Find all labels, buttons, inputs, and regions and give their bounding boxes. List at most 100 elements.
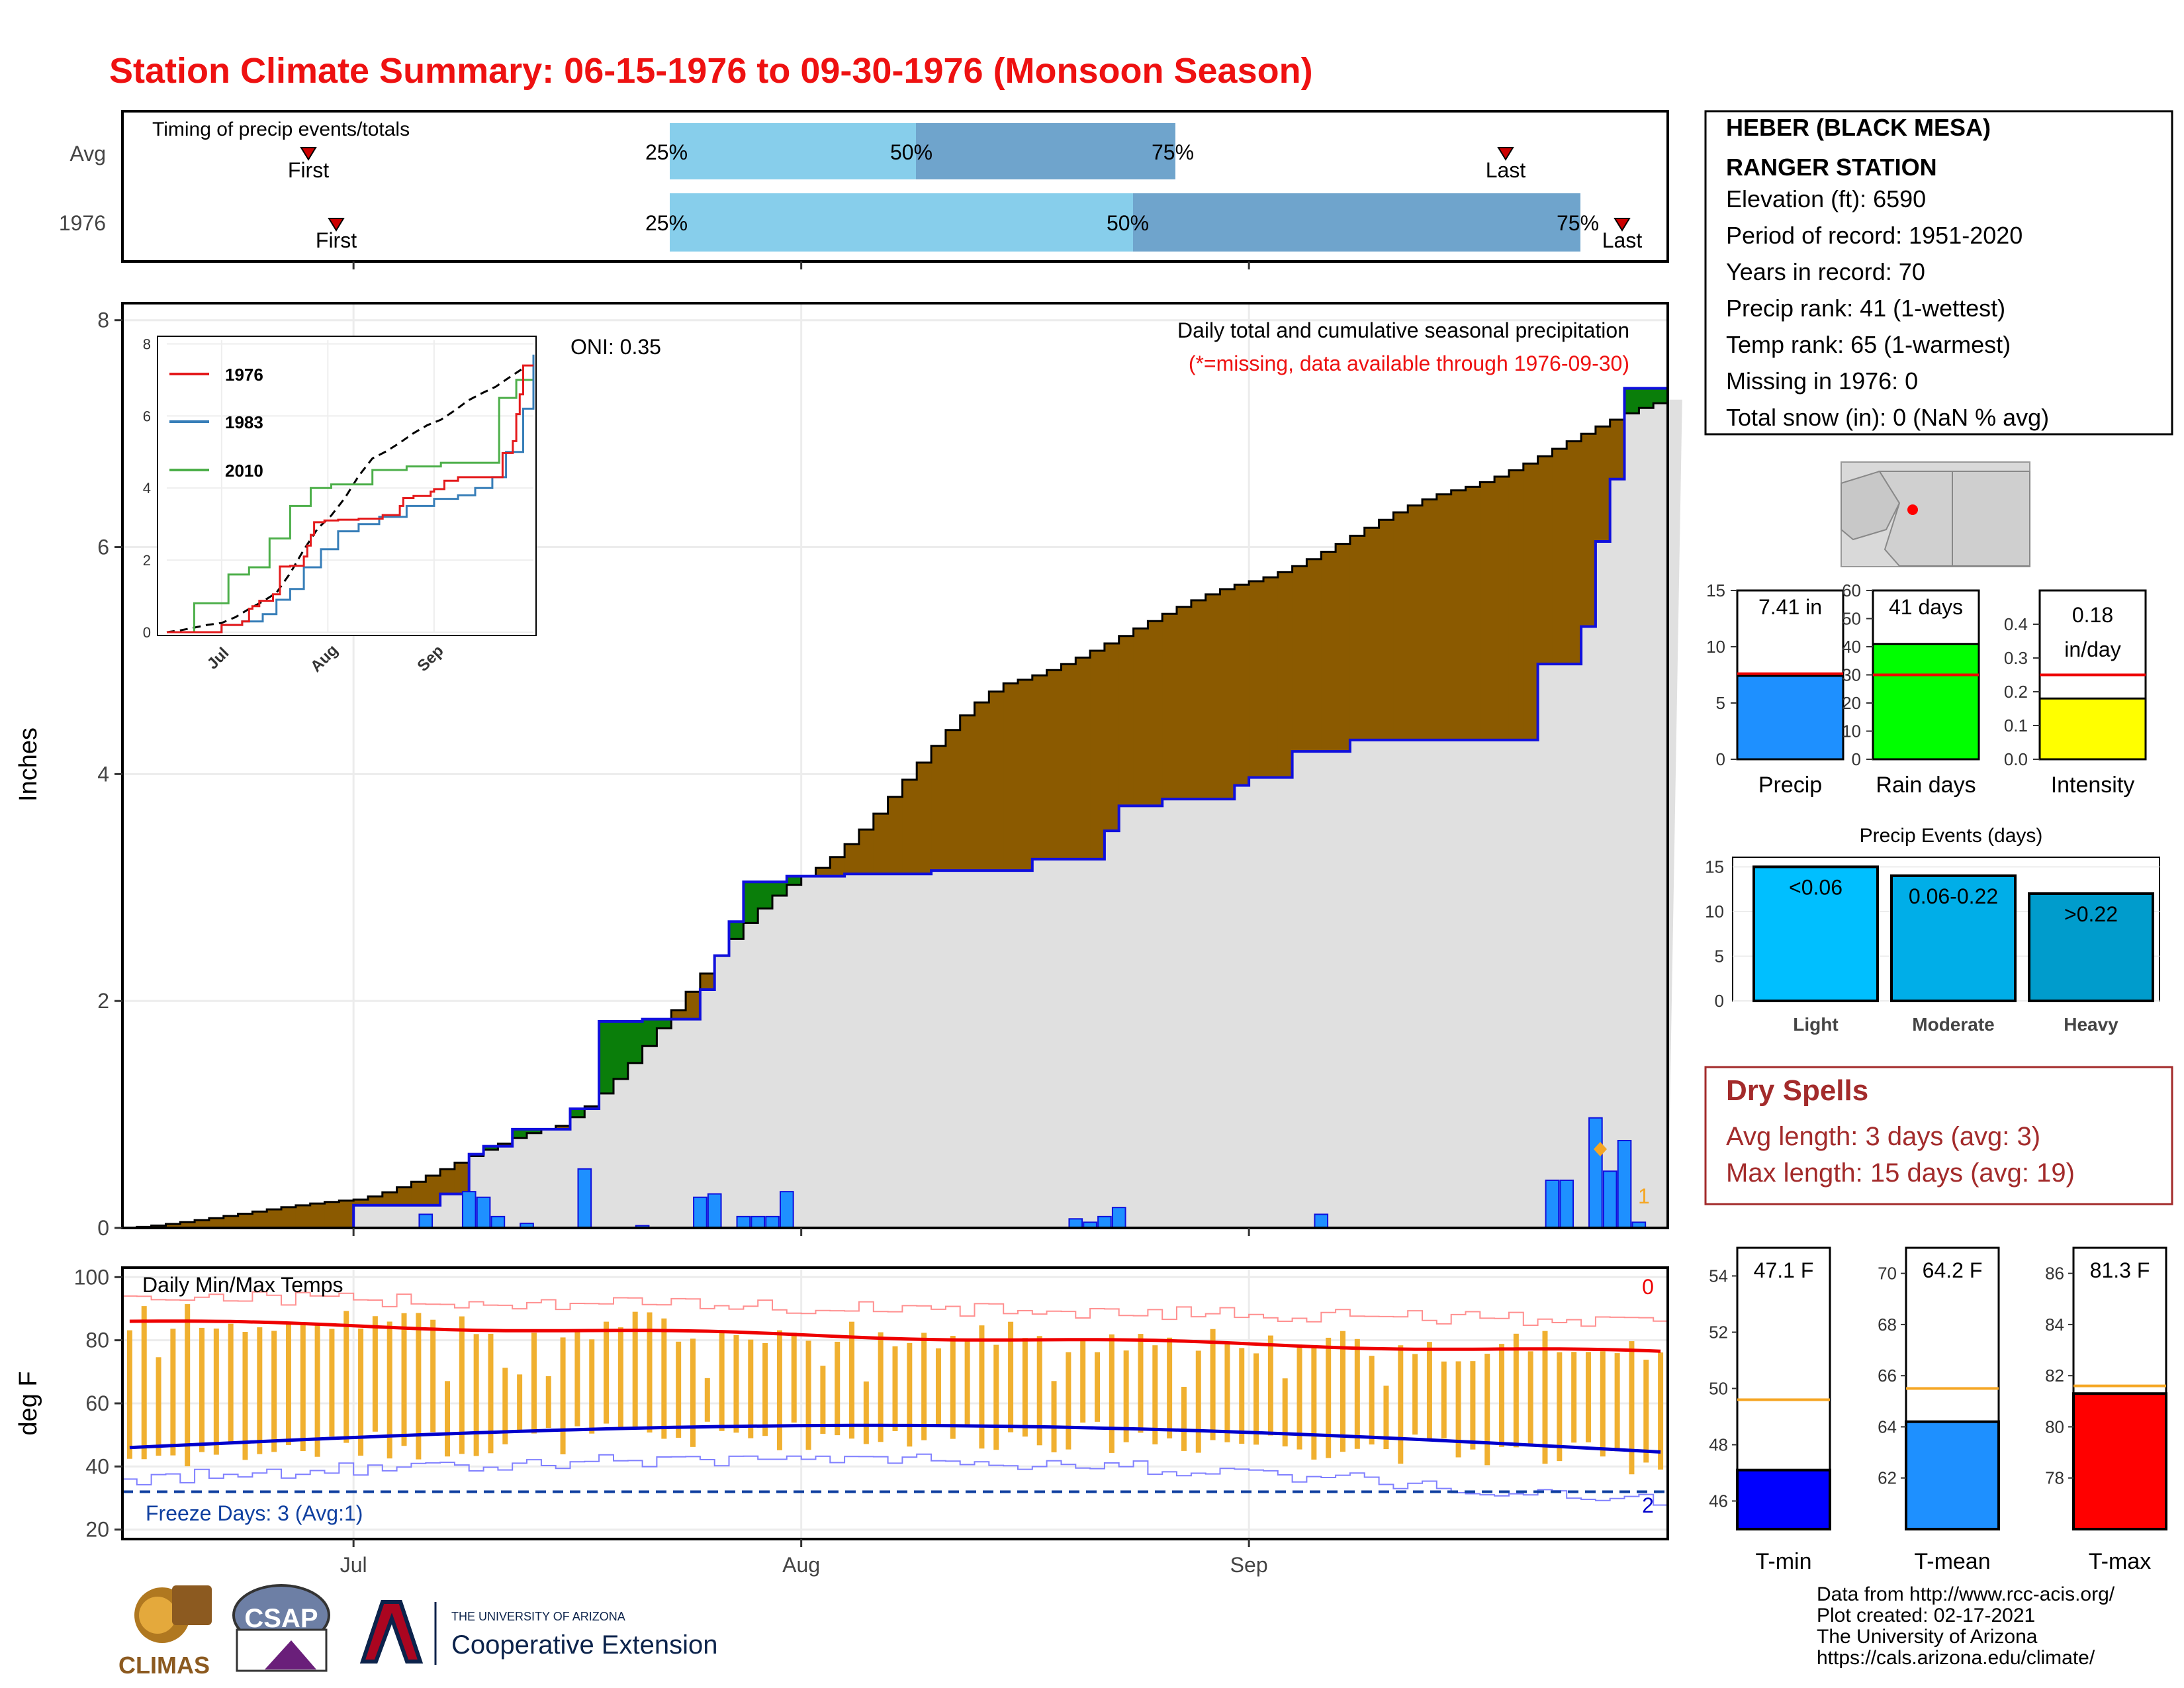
timing-panel: Timing of precip events/totals Avg 1976 … xyxy=(59,110,1669,263)
legend-1976: 1976 xyxy=(225,365,263,385)
daily-temp-bar xyxy=(271,1331,277,1452)
summary-bar-rain-days: 0 10 20 30 40 50 60 41 days Rain days xyxy=(1842,581,1980,798)
daily-temp-bar xyxy=(1369,1356,1375,1445)
month-tick-label: Sep xyxy=(1230,1553,1268,1577)
deficit-fill xyxy=(396,1187,412,1205)
station-line-6: Total snow (in): 0 (NaN % avg) xyxy=(1726,404,2049,431)
deficit-fill xyxy=(1003,683,1019,871)
events-bar-heavy xyxy=(2028,892,2154,1003)
y1976-p50-label: 50% xyxy=(1107,211,1149,235)
y1976-first-marker xyxy=(328,218,345,232)
missing-marker xyxy=(1594,1142,1607,1156)
daily-temp-bar xyxy=(1224,1344,1230,1442)
station-line-3: Precip rank: 41 (1-wettest) xyxy=(1726,295,2005,322)
daily-temp-bar xyxy=(907,1342,913,1447)
deficit-fill xyxy=(1480,482,1495,740)
temp-summary-value: 47.1 F xyxy=(1754,1258,1814,1282)
deficit-fill xyxy=(426,1176,441,1205)
deficit-fill xyxy=(1191,600,1206,800)
temp-summary-t-max: 78 80 82 84 86 81.3 F T-max xyxy=(2045,1246,2167,1574)
deficit-fill xyxy=(367,1196,383,1205)
temp-y-axis: 20 40 60 80 100 xyxy=(74,1265,122,1542)
daily-temp-bar xyxy=(676,1341,682,1438)
daily-temp-bar xyxy=(517,1374,523,1433)
daily-temp-bar xyxy=(1571,1352,1577,1443)
month-axis: Jul Aug Sep xyxy=(340,261,1268,1577)
summary-bar-tick-label: 40 xyxy=(1842,637,1861,657)
inset-ytick-label: 0 xyxy=(143,624,151,641)
deficit-fill xyxy=(1234,585,1250,786)
events-tick-label: 10 xyxy=(1705,902,1724,921)
temp-summary-value: 81.3 F xyxy=(2090,1258,2150,1282)
deficit-fill xyxy=(238,1213,253,1228)
daily-precip-bar xyxy=(476,1196,491,1229)
daily-temp-bar xyxy=(979,1325,985,1449)
summary-bar-tick-label: 50 xyxy=(1842,609,1861,629)
legend-2010: 2010 xyxy=(225,461,263,481)
deficit-fill xyxy=(1364,528,1380,740)
deficit-fill xyxy=(1292,566,1308,752)
daily-precip-bar xyxy=(1602,1170,1617,1229)
summary-bar-value: 0.18 xyxy=(2072,603,2113,627)
temp-summary-bars: 46 48 50 52 54 47.1 F T-min 62 64 66 68 70 64.2 F T-m… xyxy=(1709,1246,2167,1574)
ua-logo: THE UNIVERSITY OF ARIZONA Cooperative Ex… xyxy=(359,1600,717,1665)
ua-logo-line2: Cooperative Extension xyxy=(451,1630,717,1660)
timing-row-1976: 1976 xyxy=(59,211,106,235)
surplus-fill xyxy=(1624,388,1639,414)
deficit-fill xyxy=(974,702,989,871)
deficit-fill xyxy=(1537,456,1553,665)
daily-precip-bar xyxy=(1545,1180,1560,1229)
y1976-p75-label: 75% xyxy=(1557,211,1599,235)
daily-temp-bar xyxy=(661,1318,667,1439)
deficit-fill xyxy=(1436,494,1452,740)
deficit-fill xyxy=(931,745,946,871)
deficit-fill xyxy=(1133,628,1148,806)
daily-temp-bar xyxy=(1282,1378,1288,1447)
summary-bar-tick-label: 0.2 xyxy=(2004,682,2028,702)
precip-ytick-label: 6 xyxy=(97,536,109,559)
daily-temp-bar xyxy=(791,1333,797,1423)
daily-temp-bar xyxy=(1470,1361,1476,1450)
precip-count-label: 1 xyxy=(1638,1184,1650,1208)
summary-bar-tick-label: 15 xyxy=(1706,581,1725,600)
daily-temp-bar xyxy=(1354,1338,1360,1449)
temp-summary-tick-label: 48 xyxy=(1709,1435,1728,1455)
tmin-record-line xyxy=(122,1453,1668,1506)
daily-temp-bar xyxy=(849,1321,855,1439)
daily-temp-bar xyxy=(1253,1353,1259,1445)
deficit-fill xyxy=(902,779,917,874)
temp-summary-tick-label: 52 xyxy=(1709,1323,1728,1342)
daily-temp-bar xyxy=(1297,1344,1302,1450)
deficit-fill xyxy=(1379,520,1394,740)
deficit-fill xyxy=(1075,657,1091,859)
temp-top-count: 0 xyxy=(1642,1275,1654,1299)
daily-temp-bar xyxy=(1326,1337,1332,1458)
inset-legend: 1976 1983 2010 xyxy=(169,365,263,481)
deficit-fill xyxy=(1567,441,1582,665)
surplus-fill xyxy=(483,1146,498,1150)
timing-row-avg: Avg xyxy=(69,142,106,165)
summary-bar-tick-label: 0.3 xyxy=(2004,648,2028,668)
daily-temp-bar xyxy=(878,1332,884,1442)
deficit-fill xyxy=(1061,664,1076,859)
freeze-days-label: Freeze Days: 3 (Avg:1) xyxy=(146,1501,363,1525)
daily-temp-bar xyxy=(1527,1351,1533,1446)
daily-temp-bar xyxy=(141,1306,147,1460)
surplus-fill xyxy=(786,876,802,885)
daily-temp-bar xyxy=(1629,1341,1635,1475)
daily-temp-bar xyxy=(545,1376,551,1429)
daily-temp-bar xyxy=(329,1329,335,1437)
temp-summary-label: T-mean xyxy=(1914,1549,1990,1574)
daily-temp-bar xyxy=(285,1323,291,1446)
summary-bar-tick-label: 0.1 xyxy=(2004,716,2028,735)
events-bar-label: Light xyxy=(1793,1014,1838,1035)
dry-spells-title: Dry Spells xyxy=(1726,1074,1868,1107)
temp-ylabel: deg F xyxy=(15,1371,42,1435)
summary-bar-value-unit: in/day xyxy=(2064,637,2120,661)
daily-precip-bar xyxy=(707,1193,722,1229)
daily-temp-bar xyxy=(1109,1334,1115,1453)
avg-p50-label: 50% xyxy=(890,140,933,164)
daily-temp-bar xyxy=(733,1335,739,1433)
deficit-fill xyxy=(1205,594,1221,800)
deficit-fill xyxy=(1610,420,1625,479)
